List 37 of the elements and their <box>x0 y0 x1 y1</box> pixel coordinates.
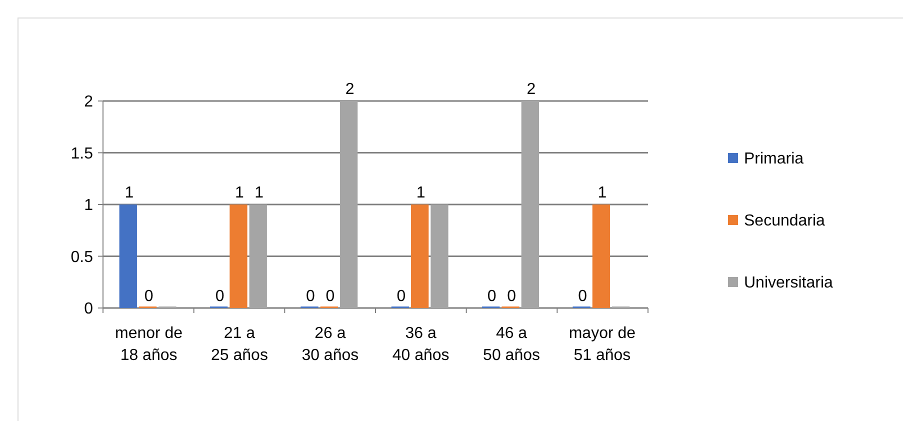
x-tick-label: mayor de 51 años <box>568 325 636 364</box>
bar <box>592 204 610 308</box>
x-tick-label: 46 a 50 años <box>483 325 540 364</box>
data-label: 0 <box>487 288 496 305</box>
bar <box>119 204 137 308</box>
data-label: 1 <box>124 184 134 202</box>
legend-label: Primaria <box>744 150 804 168</box>
bar <box>430 204 448 308</box>
data-label: 0 <box>326 288 335 305</box>
data-label: 0 <box>306 288 316 305</box>
y-tick-label: 0 <box>84 300 94 318</box>
bar <box>230 204 248 308</box>
legend-label: Secundaria <box>744 212 826 230</box>
y-tick-label: 0.5 <box>70 248 94 266</box>
y-tick-label: 2 <box>84 94 94 111</box>
bar <box>411 204 429 308</box>
y-tick-label: 1 <box>84 197 94 214</box>
bar <box>521 101 539 308</box>
data-label: 0 <box>215 288 224 305</box>
data-label: 1 <box>598 184 607 202</box>
data-label: 0 <box>396 288 406 305</box>
data-label: 2 <box>526 81 536 98</box>
data-label: 0 <box>144 288 154 305</box>
x-tick-label: 36 a 40 años <box>392 325 450 364</box>
data-label: 2 <box>345 81 354 98</box>
y-tick-label: 1.5 <box>70 145 94 162</box>
x-tick-label: 26 a 30 años <box>302 325 359 364</box>
data-label: 1 <box>254 184 264 202</box>
bar <box>249 204 267 308</box>
data-label: 0 <box>578 288 588 305</box>
legend-label: Universitaria <box>744 274 834 292</box>
x-tick-label: 21 a 25 años <box>211 325 268 364</box>
data-label: 0 <box>507 288 516 305</box>
x-tick-label: menor de 18 años <box>115 325 183 364</box>
data-label: 1 <box>235 184 244 202</box>
data-label: 1 <box>416 184 426 202</box>
bar <box>340 101 358 308</box>
